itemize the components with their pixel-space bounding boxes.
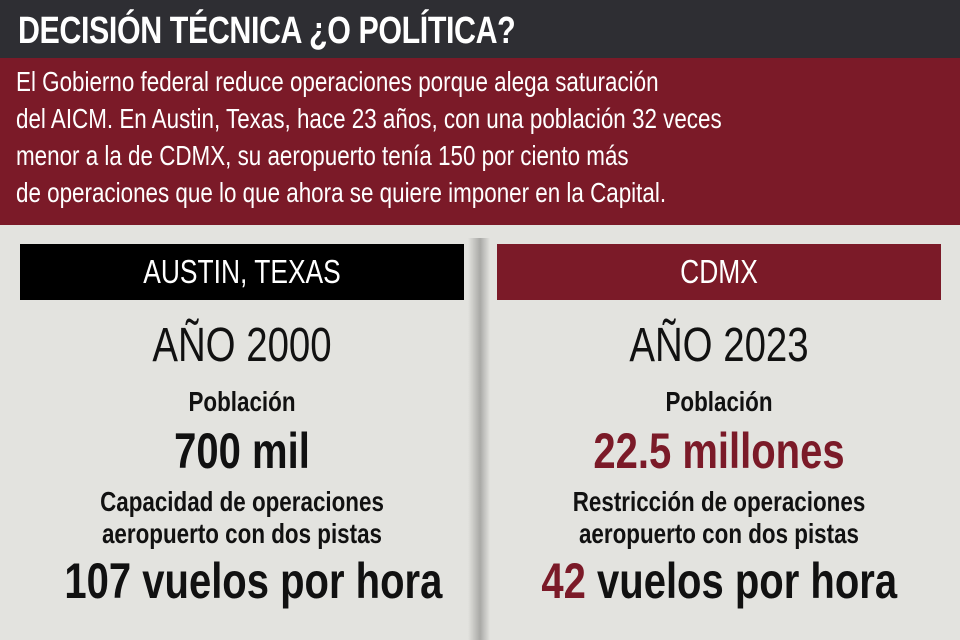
austin-capacity-line2: aeropuerto con dos pistas [101,518,383,549]
title-bar: DECISIÓN TÉCNICA ¿O POLÍTICA? [0,0,960,58]
cdmx-header: CDMX [497,244,941,300]
cdmx-flights-unit: vuelos por hora [585,553,898,609]
cdmx-header-label: CDMX [680,253,758,290]
austin-flights-number: 107 [64,553,132,609]
intro-panel: El Gobierno federal reduce operaciones p… [0,58,960,225]
cdmx-population-value: 22.5 millones [593,423,845,479]
intro-line: El Gobierno federal reduce operaciones p… [16,66,659,97]
cdmx-flights: 42 vuelos por hora [541,552,898,610]
austin-capacity-line1: Capacidad de operaciones [100,486,384,517]
cdmx-column: CDMX AÑO 2023 Población 22.5 millones Re… [497,244,941,609]
austin-column: AUSTIN, TEXAS AÑO 2000 Población 700 mil… [20,244,464,609]
page-title: DECISIÓN TÉCNICA ¿O POLÍTICA? [18,10,516,52]
cdmx-flights-number: 42 [541,553,586,609]
austin-flights: 107 vuelos por hora [64,552,442,610]
intro-line: menor a la de CDMX, su aeropuerto tenía … [16,140,629,171]
column-divider [468,238,490,640]
austin-year: AÑO 2000 [152,319,332,372]
cdmx-restriction-line1: Restricción de operaciones [572,486,866,517]
cdmx-restriction-line2: aeropuerto con dos pistas [578,518,860,549]
austin-header-label: AUSTIN, TEXAS [143,253,341,290]
cdmx-year: AÑO 2023 [629,319,809,372]
cdmx-population-label: Población [665,386,773,417]
austin-population-value: 700 mil [174,423,310,479]
intro-line: de operaciones que lo que ahora se quier… [16,177,667,208]
intro-line: del AICM. En Austin, Texas, hace 23 años… [16,103,722,134]
austin-population-label: Población [188,386,296,417]
austin-header: AUSTIN, TEXAS [20,244,464,300]
austin-flights-unit: vuelos por hora [131,553,443,609]
